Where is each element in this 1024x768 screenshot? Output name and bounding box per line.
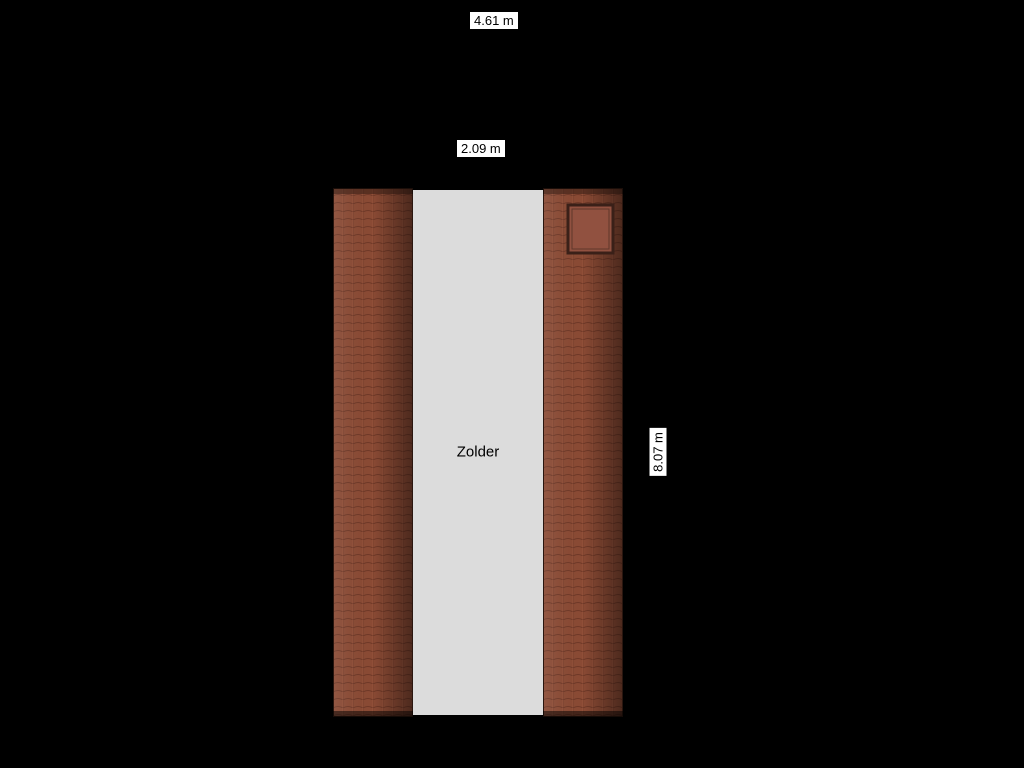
dimension-height: 8.07 m bbox=[650, 428, 667, 476]
dimension-inner-width: 2.09 m bbox=[457, 140, 505, 157]
room-label: Zolder bbox=[457, 444, 500, 461]
roof-panel-right bbox=[543, 188, 623, 717]
floorplan-stage: Zolder 4.61 m 2.09 m 8.07 m bbox=[0, 0, 1024, 768]
skylight bbox=[568, 205, 613, 253]
roof-panel-left bbox=[333, 188, 413, 717]
dimension-outer-width: 4.61 m bbox=[470, 12, 518, 29]
